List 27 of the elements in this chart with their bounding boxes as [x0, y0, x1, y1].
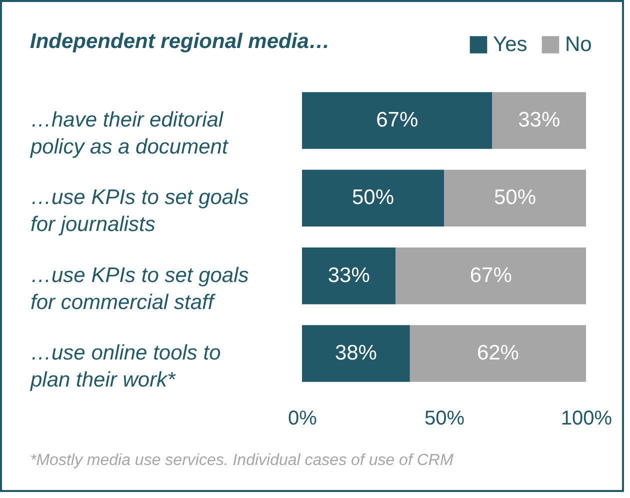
- bar: [410, 325, 586, 382]
- bar: [396, 247, 586, 304]
- y-tick-label: …have their editorial policy as a document: [30, 108, 229, 158]
- bar: [444, 170, 586, 227]
- x-tick-label: 0%: [288, 408, 318, 430]
- legend-label: No: [565, 32, 592, 56]
- data-label: 50%: [494, 186, 536, 210]
- data-label: 33%: [518, 108, 560, 132]
- x-tick-label: 100%: [560, 408, 612, 430]
- text: *Mostly media use services. Individual cases of use of CRM: [30, 451, 454, 471]
- data-label: 62%: [476, 342, 519, 365]
- data-label: 38%: [334, 342, 377, 365]
- y-tick-label: …use online tools to plan their work*: [30, 342, 222, 392]
- data-label: 33%: [328, 264, 370, 287]
- bar: [302, 170, 444, 227]
- y-tick-label: …use KPIs to set goals for commercial staff: [30, 264, 250, 314]
- x-tick-label: 50%: [424, 408, 465, 430]
- bar: [492, 92, 586, 149]
- data-label: 67%: [470, 264, 512, 287]
- chart-title: Independent regional media…: [30, 30, 330, 54]
- bar: [302, 325, 410, 382]
- data-label: 50%: [352, 186, 394, 210]
- bar: [302, 247, 396, 304]
- bar: [302, 92, 492, 149]
- y-tick-label: …use KPIs to set goals for journalists: [30, 186, 250, 236]
- data-label: 67%: [376, 108, 418, 132]
- legend-label: Yes: [493, 32, 528, 56]
